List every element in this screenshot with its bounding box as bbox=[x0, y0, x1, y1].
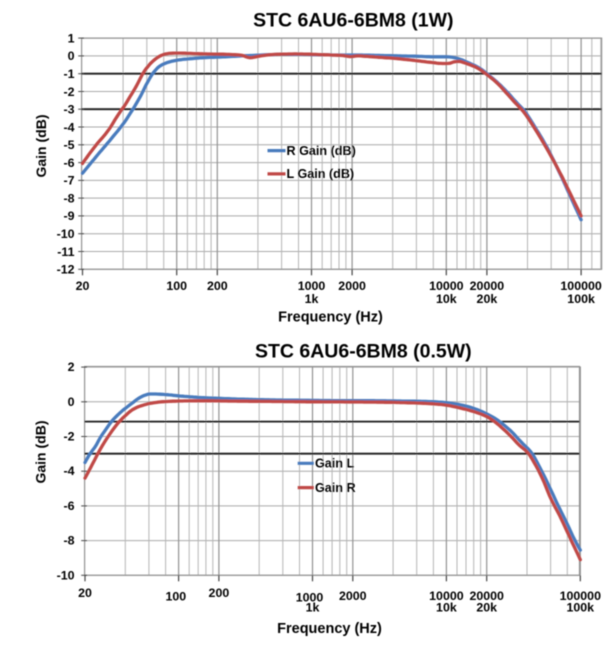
svg-text:Gain (dB): Gain (dB) bbox=[32, 421, 48, 484]
svg-text:10000: 10000 bbox=[429, 589, 464, 603]
svg-text:Frequency (Hz): Frequency (Hz) bbox=[278, 309, 383, 325]
svg-text:2: 2 bbox=[68, 360, 75, 374]
svg-text:R Gain (dB): R Gain (dB) bbox=[287, 144, 356, 158]
svg-text:2000: 2000 bbox=[338, 279, 366, 293]
svg-text:20k: 20k bbox=[476, 601, 497, 615]
svg-text:1k: 1k bbox=[305, 292, 319, 306]
svg-text:100k: 100k bbox=[567, 601, 595, 615]
svg-text:STC 6AU6-6BM8 (0.5W): STC 6AU6-6BM8 (0.5W) bbox=[255, 341, 472, 363]
svg-text:10000: 10000 bbox=[429, 279, 464, 293]
svg-text:-5: -5 bbox=[63, 138, 74, 152]
svg-text:100000: 100000 bbox=[560, 279, 601, 293]
svg-text:Gain R: Gain R bbox=[315, 481, 356, 495]
svg-text:-3: -3 bbox=[63, 103, 74, 117]
svg-text:20000: 20000 bbox=[469, 589, 504, 603]
svg-text:1: 1 bbox=[68, 31, 75, 45]
svg-text:10k: 10k bbox=[436, 292, 457, 306]
svg-text:-11: -11 bbox=[57, 245, 74, 259]
svg-text:2000: 2000 bbox=[339, 589, 367, 603]
svg-text:-8: -8 bbox=[63, 534, 74, 548]
svg-text:Gain L: Gain L bbox=[315, 457, 354, 471]
svg-text:-7: -7 bbox=[63, 174, 74, 188]
svg-text:1000: 1000 bbox=[296, 591, 324, 605]
svg-text:1000: 1000 bbox=[298, 279, 326, 293]
svg-text:-10: -10 bbox=[57, 227, 75, 241]
svg-text:L Gain (dB): L Gain (dB) bbox=[287, 167, 355, 181]
svg-text:200: 200 bbox=[207, 279, 228, 293]
svg-text:20k: 20k bbox=[477, 292, 498, 306]
svg-text:20: 20 bbox=[78, 586, 92, 600]
svg-text:1k: 1k bbox=[306, 601, 320, 615]
svg-text:-2: -2 bbox=[63, 430, 74, 444]
svg-text:Frequency (Hz): Frequency (Hz) bbox=[277, 621, 382, 637]
svg-text:-2: -2 bbox=[63, 85, 74, 99]
svg-text:-1: -1 bbox=[63, 67, 74, 81]
svg-text:100: 100 bbox=[166, 279, 187, 293]
svg-text:20000: 20000 bbox=[470, 279, 505, 293]
svg-text:20: 20 bbox=[76, 279, 90, 293]
svg-text:-8: -8 bbox=[63, 191, 74, 205]
svg-text:100: 100 bbox=[165, 590, 186, 604]
svg-text:Gain (dB): Gain (dB) bbox=[33, 115, 49, 178]
svg-text:-6: -6 bbox=[63, 156, 74, 170]
svg-text:-6: -6 bbox=[63, 499, 74, 513]
svg-text:0: 0 bbox=[68, 395, 75, 409]
svg-text:200: 200 bbox=[209, 586, 230, 600]
svg-text:100k: 100k bbox=[567, 292, 595, 306]
svg-text:-12: -12 bbox=[57, 263, 75, 277]
svg-text:100000: 100000 bbox=[560, 589, 601, 603]
svg-text:STC 6AU6-6BM8 (1W): STC 6AU6-6BM8 (1W) bbox=[253, 10, 453, 32]
svg-text:-9: -9 bbox=[63, 209, 74, 223]
svg-text:-10: -10 bbox=[57, 568, 75, 582]
svg-text:-4: -4 bbox=[63, 464, 74, 478]
svg-text:0: 0 bbox=[68, 49, 75, 63]
svg-text:10k: 10k bbox=[436, 601, 457, 615]
svg-text:-4: -4 bbox=[63, 120, 74, 134]
